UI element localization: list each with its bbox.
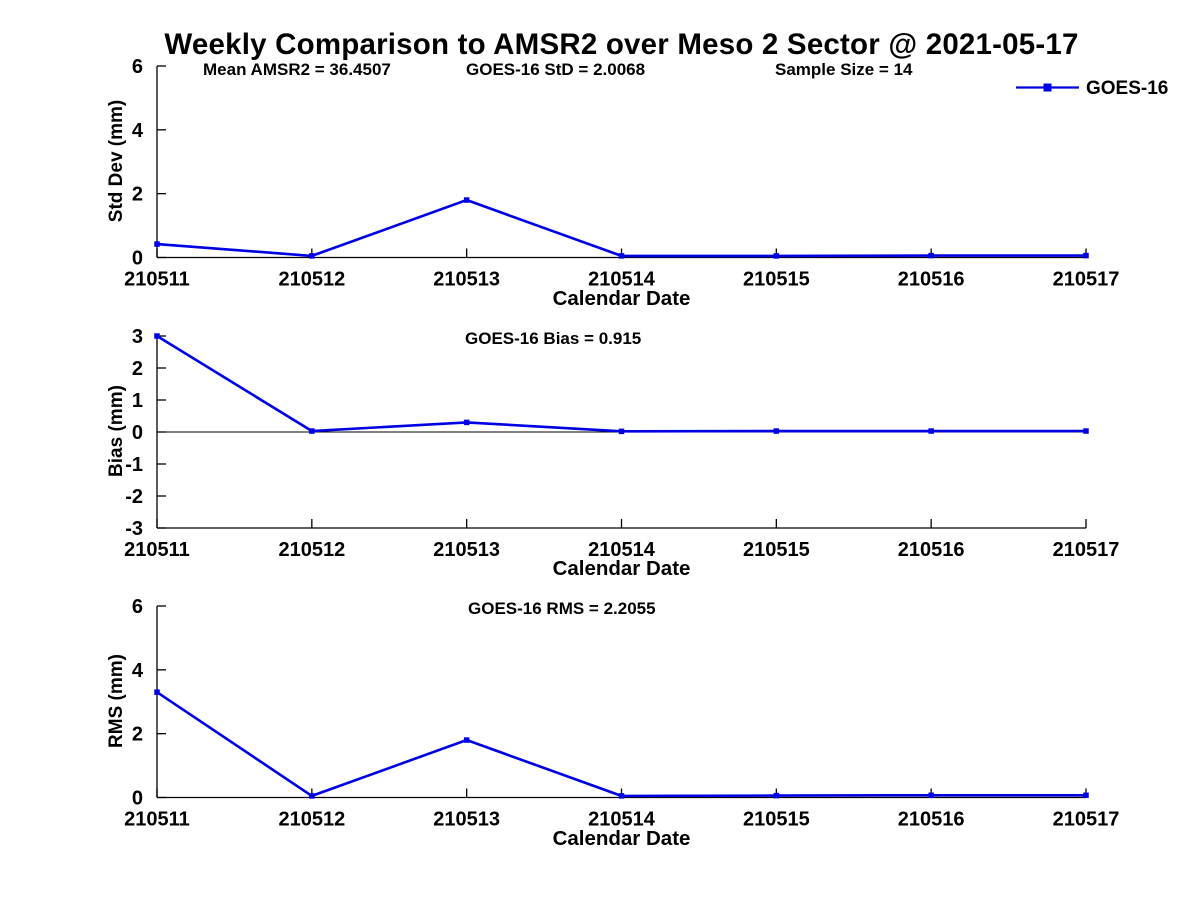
svg-text:-3: -3: [125, 518, 143, 540]
svg-text:0: 0: [132, 788, 143, 810]
svg-text:210511: 210511: [124, 539, 190, 561]
svg-text:210511: 210511: [124, 269, 190, 291]
svg-text:210513: 210513: [433, 539, 500, 561]
svg-text:1: 1: [132, 390, 143, 412]
svg-text:210514: 210514: [588, 809, 656, 831]
svg-text:2: 2: [132, 724, 143, 746]
svg-text:210514: 210514: [588, 539, 656, 561]
svg-text:210512: 210512: [278, 809, 345, 831]
svg-text:210516: 210516: [898, 269, 965, 291]
svg-text:210513: 210513: [433, 269, 500, 291]
svg-text:210511: 210511: [124, 809, 190, 831]
svg-text:210517: 210517: [1053, 809, 1120, 831]
svg-text:0: 0: [132, 248, 143, 270]
svg-text:0: 0: [132, 422, 143, 444]
svg-text:4: 4: [132, 660, 144, 682]
svg-text:210514: 210514: [588, 269, 656, 291]
svg-text:210515: 210515: [743, 809, 810, 831]
svg-text:210516: 210516: [898, 809, 965, 831]
svg-text:210516: 210516: [898, 539, 965, 561]
svg-text:6: 6: [132, 596, 143, 618]
svg-text:-1: -1: [125, 454, 143, 476]
svg-text:210517: 210517: [1053, 269, 1120, 291]
svg-text:210513: 210513: [433, 809, 500, 831]
svg-text:210515: 210515: [743, 539, 810, 561]
svg-text:210515: 210515: [743, 269, 810, 291]
svg-text:2: 2: [132, 184, 143, 206]
svg-text:210512: 210512: [278, 539, 345, 561]
svg-text:210517: 210517: [1053, 539, 1120, 561]
svg-text:4: 4: [132, 120, 144, 142]
svg-text:-2: -2: [125, 486, 143, 508]
svg-text:210512: 210512: [278, 269, 345, 291]
svg-text:3: 3: [132, 326, 143, 348]
svg-text:6: 6: [132, 56, 143, 78]
svg-text:2: 2: [132, 358, 143, 380]
